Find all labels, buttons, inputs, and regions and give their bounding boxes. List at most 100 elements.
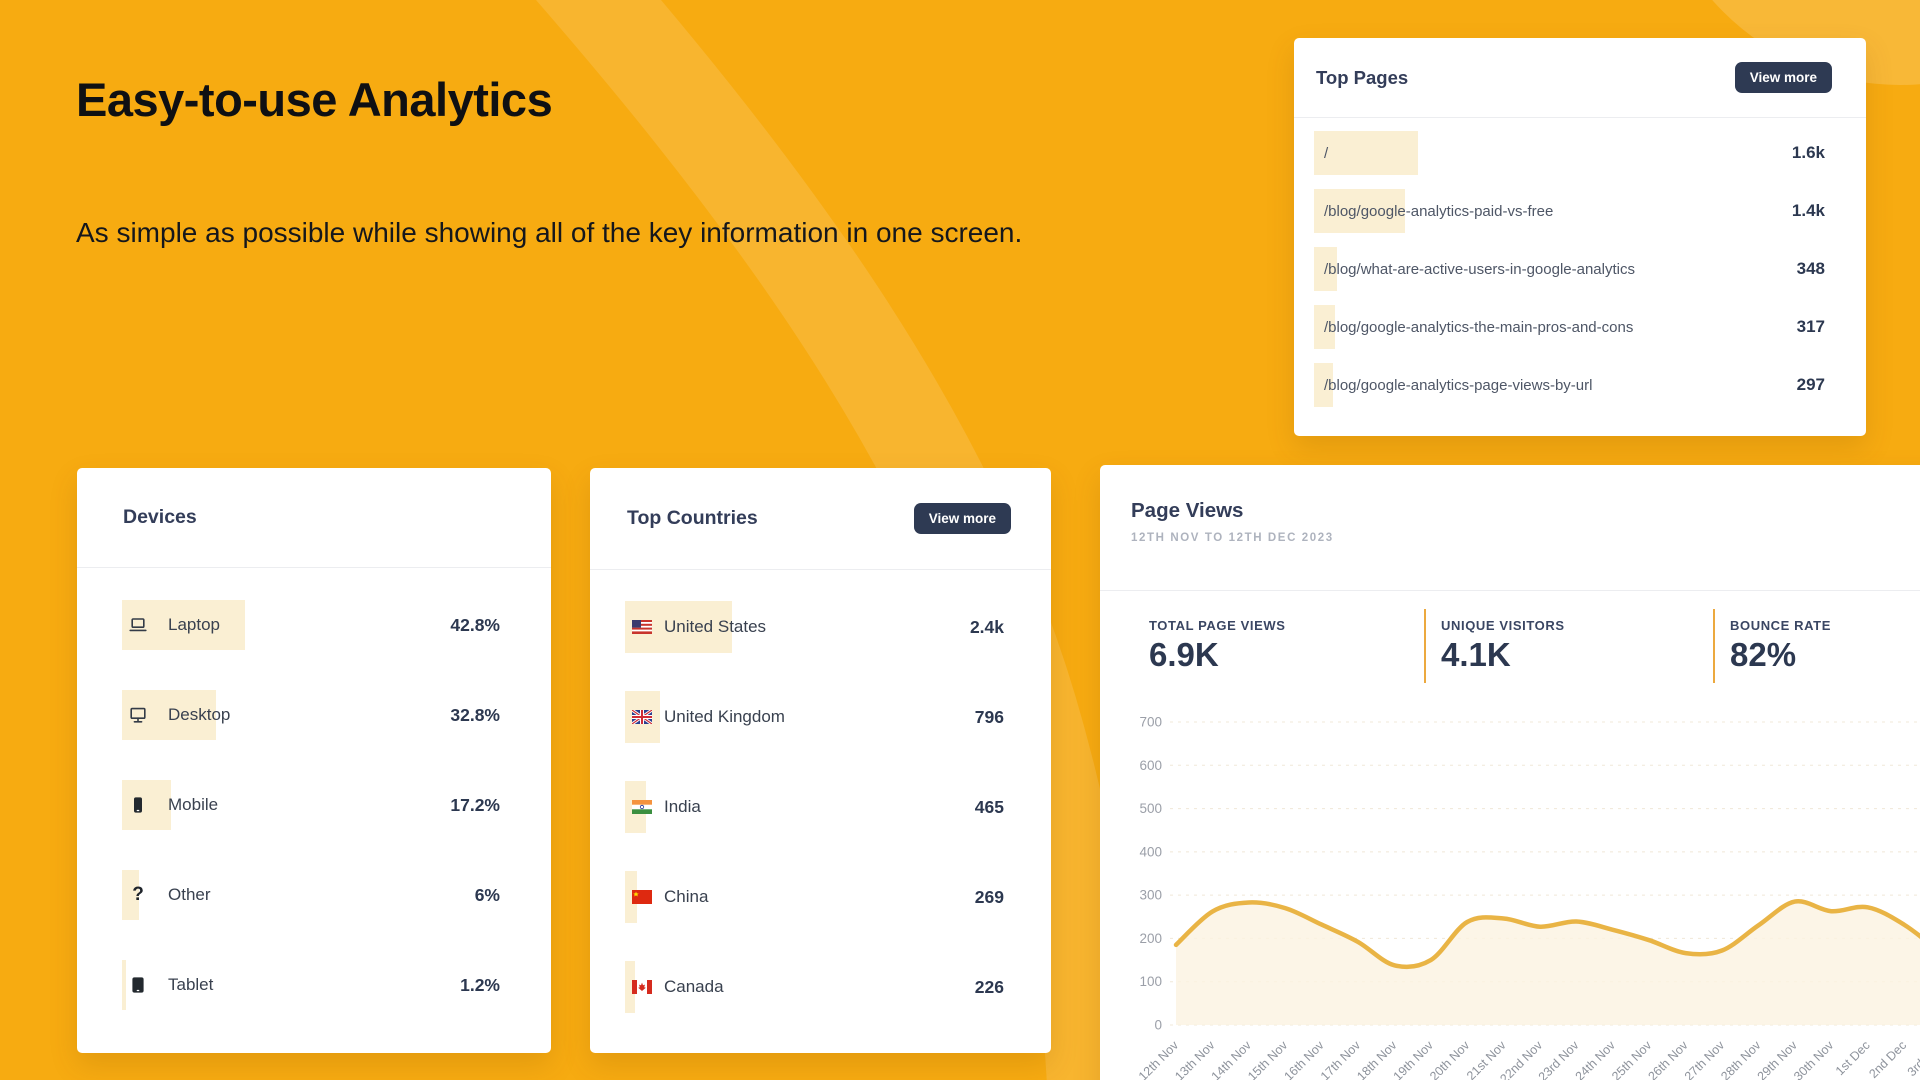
stat-value: 4.1K <box>1441 636 1511 673</box>
country-visitors-value: 2.4k <box>969 616 1004 637</box>
device-bar <box>122 690 216 740</box>
devices-title: Devices <box>123 506 197 528</box>
device-label: Tablet <box>168 975 214 994</box>
device-share-value: 42.8% <box>450 614 500 635</box>
stat-value: 6.9K <box>1149 636 1219 673</box>
ca-flag-icon <box>632 980 652 995</box>
country-row: United States 2.4k <box>590 582 1051 672</box>
devices-card: Devices Laptop 42.8% Desktop 32.8% Mobile 17.… <box>77 468 551 1053</box>
page-path: /blog/what-are-active-users-in-google-an… <box>1324 260 1635 278</box>
top-pages-row: /blog/what-are-active-users-in-google-an… <box>1294 240 1866 298</box>
page-views-value: 297 <box>1796 375 1825 394</box>
country-bar <box>625 871 637 923</box>
device-share-value: 32.8% <box>450 704 500 725</box>
mobile-icon <box>128 795 148 815</box>
x-axis-tick: 30th Nov <box>1791 1038 1837 1080</box>
page-bar <box>1314 131 1418 175</box>
in-flag-icon <box>632 800 652 815</box>
device-row: Laptop 42.8% <box>77 580 551 670</box>
devices-header: Devices <box>77 468 551 568</box>
top-pages-row: /blog/google-analytics-page-views-by-url… <box>1294 356 1866 414</box>
y-axis-tick: 0 <box>1154 1018 1162 1033</box>
us-flag-icon <box>632 620 652 635</box>
question-icon: ? <box>132 884 144 905</box>
top-countries-card: Top Countries View more United States 2.4… <box>590 468 1051 1053</box>
country-label: United States <box>664 617 767 636</box>
top-countries-title: Top Countries <box>627 507 758 529</box>
top-countries-view-more-button[interactable]: View more <box>913 503 1011 534</box>
top-pages-title: Top Pages <box>1316 66 1409 88</box>
stat-total-page-views: TOTAL PAGE VIEWS 6.9K <box>1149 609 1424 683</box>
device-row: ? Other 6% <box>77 850 551 940</box>
page-path: /blog/google-analytics-page-views-by-url <box>1324 376 1593 394</box>
top-pages-row: / 1.6k <box>1294 124 1866 182</box>
page-views-title: Page Views <box>1131 499 1244 522</box>
page-views-value: 1.4k <box>1791 201 1825 220</box>
country-row: China 269 <box>590 852 1051 942</box>
stat-label: TOTAL PAGE VIEWS <box>1149 618 1286 633</box>
device-label: Desktop <box>168 705 231 724</box>
country-visitors-value: 269 <box>974 886 1004 907</box>
devices-list: Laptop 42.8% Desktop 32.8% Mobile 17.2%? Other… <box>77 568 551 1030</box>
device-bar <box>122 870 139 920</box>
device-row: Desktop 32.8% <box>77 670 551 760</box>
page-subtitle: As simple as possible while showing all … <box>76 217 1023 248</box>
country-row: United Kingdom 796 <box>590 672 1051 762</box>
country-visitors-value: 465 <box>974 796 1004 817</box>
device-label: Laptop <box>168 615 220 634</box>
desktop-icon <box>128 705 148 725</box>
page-title: Easy-to-use Analytics <box>76 73 553 126</box>
page-bar <box>1314 189 1405 233</box>
page-bar <box>1314 305 1335 349</box>
y-axis-tick: 700 <box>1139 715 1162 730</box>
y-axis-tick: 400 <box>1139 844 1162 859</box>
x-axis-tick: 2nd Dec <box>1866 1038 1909 1080</box>
device-bar <box>122 600 245 650</box>
y-axis-tick: 300 <box>1139 888 1162 903</box>
country-visitors-value: 226 <box>974 976 1004 997</box>
page-views-value: 1.6k <box>1791 143 1825 162</box>
device-share-value: 17.2% <box>450 794 500 815</box>
date-range-label: 12TH NOV TO 12TH DEC 2023 <box>1131 532 1334 544</box>
chart-area-fill <box>1176 901 1920 1025</box>
top-countries-header: Top Countries View more <box>590 468 1051 570</box>
page-bar <box>1314 363 1333 407</box>
x-axis-tick: 3rd Dec <box>1905 1038 1920 1079</box>
country-bar <box>625 961 635 1013</box>
top-countries-list: United States 2.4k United Kingdom 796 India 4… <box>590 570 1051 1032</box>
y-axis-tick: 500 <box>1139 801 1162 816</box>
top-pages-view-more-button[interactable]: View more <box>1734 62 1832 93</box>
y-axis-tick: 100 <box>1139 974 1162 989</box>
device-share-value: 1.2% <box>460 974 500 995</box>
device-bar <box>122 960 126 1010</box>
country-label: India <box>664 797 701 816</box>
stat-label: UNIQUE VISITORS <box>1441 618 1565 633</box>
laptop-icon <box>128 615 148 635</box>
country-visitors-value: 796 <box>974 706 1004 727</box>
cn-flag-icon <box>632 890 652 905</box>
stat-value: 82% <box>1730 636 1797 673</box>
country-label: China <box>664 887 709 906</box>
page-bar <box>1314 247 1337 291</box>
y-axis-tick: 200 <box>1139 931 1162 946</box>
top-pages-row: /blog/google-analytics-paid-vs-free 1.4k <box>1294 182 1866 240</box>
stat-bounce-rate: BOUNCE RATE 82% <box>1713 609 1920 683</box>
stat-label: BOUNCE RATE <box>1730 618 1831 633</box>
device-label: Mobile <box>168 795 219 814</box>
tablet-icon <box>128 975 148 995</box>
device-row: Tablet 1.2% <box>77 940 551 1030</box>
device-label: Other <box>168 885 211 904</box>
page-path: /blog/google-analytics-paid-vs-free <box>1324 202 1554 220</box>
country-row: India 465 <box>590 762 1051 852</box>
stat-unique-visitors: UNIQUE VISITORS 4.1K <box>1424 609 1713 683</box>
top-pages-list: / 1.6k/blog/google-analytics-paid-vs-free… <box>1294 118 1866 414</box>
page-views-value: 348 <box>1796 259 1825 278</box>
country-row: Canada 226 <box>590 942 1051 1032</box>
top-pages-row: /blog/google-analytics-the-main-pros-and… <box>1294 298 1866 356</box>
gb-flag-icon <box>632 710 652 725</box>
chart-line <box>1173 899 1920 970</box>
page-path: /blog/google-analytics-the-main-pros-and… <box>1324 318 1634 336</box>
page-views-value: 317 <box>1796 317 1825 336</box>
